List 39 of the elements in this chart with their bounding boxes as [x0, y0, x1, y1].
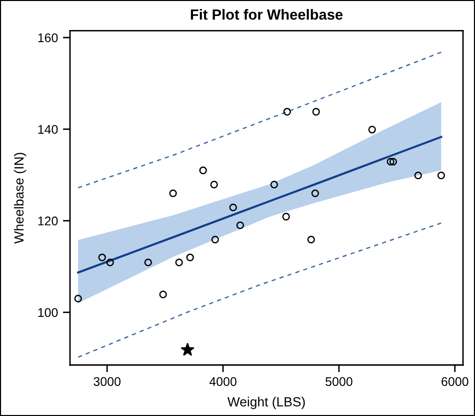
- point: [229, 204, 237, 212]
- point: [210, 180, 218, 188]
- point: [106, 258, 114, 266]
- point: [307, 236, 315, 244]
- point: [414, 172, 422, 180]
- x-axis-title: Weight (LBS): [227, 396, 305, 410]
- point: [211, 236, 219, 244]
- y-tick-label: 120: [38, 216, 58, 226]
- point: [74, 294, 82, 302]
- point: [368, 126, 376, 134]
- point: [282, 212, 290, 220]
- x-tick-label: 6000: [442, 377, 468, 386]
- point: [199, 166, 207, 174]
- point: [386, 158, 394, 166]
- point: [169, 189, 177, 198]
- point: [312, 108, 320, 116]
- point: [311, 189, 320, 198]
- line-series: [77, 222, 442, 358]
- point: [144, 258, 152, 266]
- y-tick-label: 140: [38, 124, 58, 134]
- x-tick-label: 5000: [326, 377, 352, 386]
- point: [236, 222, 244, 230]
- y-tick-label: 160: [38, 33, 58, 42]
- y-axis-title: Wheelbase (IN): [14, 152, 26, 244]
- line-series: [77, 52, 442, 188]
- chart-title: Fit Plot for Wheelbase: [190, 9, 343, 20]
- y-tick-label: 100: [38, 308, 58, 317]
- point: [437, 172, 446, 180]
- x-tick-label: 3000: [94, 377, 121, 386]
- point: [283, 108, 291, 116]
- point: [98, 254, 106, 262]
- point: [175, 258, 183, 266]
- point: [270, 180, 278, 188]
- x-tick-label: 4000: [209, 377, 236, 386]
- point: [389, 158, 398, 166]
- point: [186, 254, 194, 262]
- point: [180, 342, 194, 356]
- point: [159, 290, 167, 298]
- line-series: [77, 136, 442, 274]
